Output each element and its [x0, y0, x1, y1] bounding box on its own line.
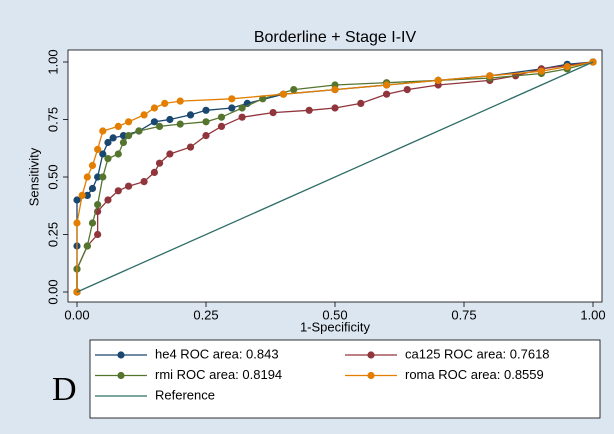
series-marker — [155, 159, 164, 167]
y-tick-label: 0.75 — [45, 107, 60, 132]
y-tick-label: 0.00 — [45, 279, 60, 304]
x-tick-label: 0.75 — [451, 307, 476, 322]
series-marker — [279, 90, 287, 98]
series-marker — [140, 111, 148, 119]
series-marker — [176, 97, 184, 105]
series-marker — [150, 118, 158, 126]
series-marker — [88, 219, 97, 227]
x-axis-label: 1-Specificity — [300, 319, 371, 334]
annotation: D — [52, 371, 77, 408]
series-marker — [383, 81, 391, 89]
series-marker — [269, 109, 277, 117]
legend-label: he4 ROC area: 0.843 — [155, 346, 279, 361]
chart-title: Borderline + Stage I-IV — [254, 29, 417, 46]
legend-marker — [367, 371, 375, 380]
y-tick-label: 0.50 — [45, 164, 60, 189]
y-axis-label: Sensitivity — [26, 147, 41, 206]
series-marker — [94, 201, 102, 209]
series-marker — [94, 230, 102, 239]
series-marker — [83, 242, 91, 250]
legend-label: roma ROC area: 0.8559 — [405, 367, 544, 382]
legend-box — [89, 339, 601, 419]
series-marker — [114, 187, 122, 195]
series-marker — [135, 127, 143, 135]
x-tick-label: 0.25 — [193, 307, 218, 322]
series-marker — [186, 111, 195, 119]
series-marker — [83, 191, 91, 199]
series-marker — [563, 63, 571, 71]
x-tick-label: 0.50 — [322, 307, 347, 322]
series-marker — [119, 132, 128, 140]
series-marker — [99, 173, 107, 181]
series-marker — [217, 113, 226, 121]
series-marker — [238, 113, 246, 121]
series-marker — [202, 118, 210, 126]
legend-marker — [117, 351, 125, 359]
series-marker — [114, 122, 122, 130]
series-marker — [99, 150, 107, 158]
series-marker — [228, 104, 236, 112]
series-marker — [331, 104, 339, 112]
series-marker — [155, 122, 164, 130]
series-marker — [94, 173, 102, 181]
series-marker — [104, 155, 112, 163]
y-tick-label: 1.00 — [45, 49, 60, 74]
series-marker — [104, 138, 112, 147]
series-marker — [259, 95, 267, 103]
legend-label: Reference — [155, 387, 215, 402]
legend-marker — [117, 371, 125, 380]
series-marker — [202, 106, 210, 114]
series-marker — [217, 122, 226, 130]
series-marker — [150, 104, 158, 112]
series-marker — [99, 127, 107, 135]
series-line — [76, 61, 594, 293]
series-marker — [238, 104, 246, 112]
series-marker — [88, 161, 97, 170]
series-marker — [166, 150, 174, 158]
series-marker — [125, 118, 133, 126]
series-marker — [140, 178, 148, 186]
series-marker — [537, 67, 546, 75]
x-tick-label: 1.00 — [580, 307, 605, 322]
series-marker — [94, 145, 102, 153]
series-marker — [73, 196, 81, 204]
x-tick-label: 0.00 — [64, 307, 89, 322]
series-marker — [357, 99, 365, 107]
series-marker — [383, 90, 391, 98]
series-marker — [78, 191, 86, 199]
series-marker — [88, 184, 97, 193]
series-marker — [434, 76, 442, 84]
series-marker — [290, 86, 298, 94]
series-marker — [486, 72, 494, 80]
series-marker — [186, 143, 195, 151]
series-marker — [305, 106, 313, 114]
series-marker — [161, 99, 169, 107]
y-tick-label: 0.25 — [45, 222, 60, 247]
series-marker — [119, 138, 128, 147]
series-marker — [73, 219, 81, 227]
series-line — [76, 61, 594, 292]
series-marker — [83, 173, 91, 181]
series-marker — [104, 196, 112, 204]
series-marker — [202, 132, 210, 140]
series-marker — [176, 120, 184, 128]
legend-marker — [367, 351, 375, 359]
series-marker — [150, 168, 158, 176]
series-marker — [125, 132, 133, 140]
series-marker — [403, 86, 411, 94]
series-marker — [331, 86, 339, 94]
series-marker — [114, 150, 122, 158]
legend-label: ca125 ROC area: 0.7618 — [405, 346, 550, 361]
series-marker — [166, 115, 174, 124]
series-marker — [228, 95, 236, 103]
legend-label: rmi ROC area: 0.8194 — [155, 367, 282, 382]
series-marker — [109, 134, 117, 142]
series-marker — [125, 182, 133, 190]
